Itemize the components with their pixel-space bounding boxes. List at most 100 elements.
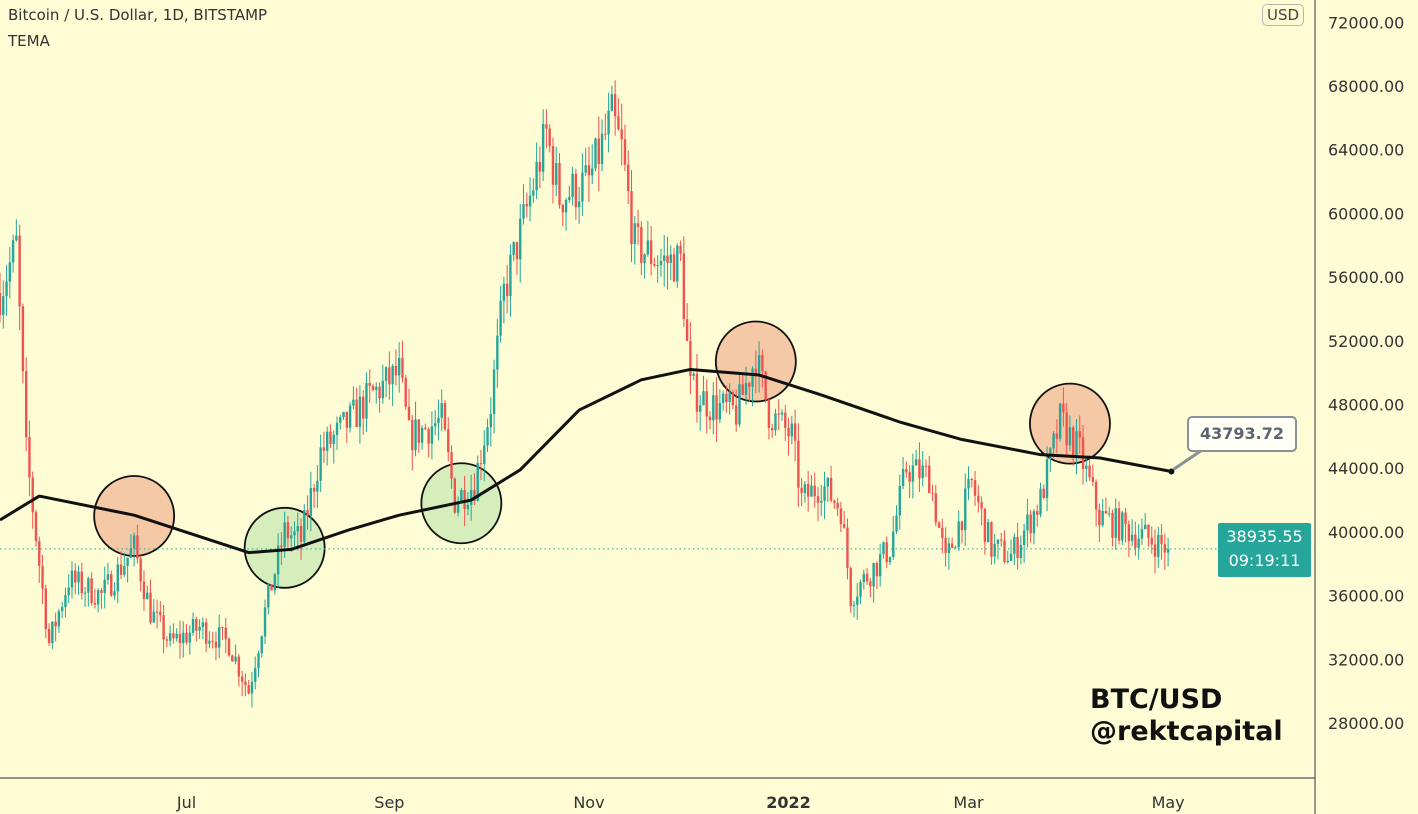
candle	[155, 599, 159, 629]
candle	[34, 509, 38, 547]
candle	[663, 235, 666, 287]
candle	[335, 416, 339, 450]
candle-body	[267, 584, 270, 608]
candle	[1039, 482, 1042, 518]
candle	[8, 246, 12, 299]
candle-body	[319, 447, 322, 481]
candle-body	[60, 607, 64, 612]
candle	[780, 409, 784, 421]
candle-body	[676, 245, 679, 282]
candle	[476, 455, 479, 502]
candle	[977, 484, 980, 513]
candle-body	[594, 138, 597, 169]
y-tick-label: 60000.00	[1328, 204, 1404, 223]
candle-body	[787, 427, 790, 437]
candle	[18, 224, 21, 331]
candle-body	[735, 405, 738, 425]
candle-body	[672, 254, 676, 282]
tema-last-point	[1168, 468, 1175, 475]
candle	[198, 619, 201, 639]
candle-body	[214, 641, 218, 648]
candle	[630, 170, 633, 263]
candle-body	[541, 124, 545, 172]
candle	[532, 178, 535, 203]
candle-body	[309, 488, 313, 516]
candle	[833, 499, 836, 510]
candle	[437, 399, 440, 441]
candle-body	[168, 633, 172, 641]
candle-body	[1101, 511, 1104, 526]
candle-body	[1052, 433, 1055, 449]
candle	[41, 554, 44, 604]
y-tick-label: 72000.00	[1328, 13, 1404, 32]
candle-body	[283, 522, 286, 548]
candle	[54, 612, 57, 642]
candle-body	[54, 621, 57, 627]
candle-body	[682, 253, 686, 320]
candle-body	[502, 283, 506, 301]
candle-body	[918, 459, 921, 479]
candle-body	[430, 426, 434, 444]
candle	[168, 625, 172, 647]
candle	[869, 578, 872, 598]
candle-body	[970, 479, 973, 481]
candle	[757, 341, 761, 393]
candle	[551, 137, 555, 204]
candle	[116, 557, 119, 604]
candle-body	[528, 195, 532, 207]
y-tick-label: 44000.00	[1328, 459, 1404, 478]
candle	[172, 623, 175, 644]
candle	[600, 119, 604, 172]
candle-body	[420, 427, 424, 443]
currency-button[interactable]: USD	[1262, 4, 1305, 26]
candle	[499, 285, 502, 343]
candle	[623, 124, 627, 172]
candle	[1036, 504, 1039, 527]
candle	[656, 255, 659, 283]
candle	[705, 379, 708, 434]
candle-body	[391, 365, 394, 385]
candle	[1130, 519, 1134, 547]
candle-body	[80, 571, 83, 594]
candle	[211, 632, 214, 649]
indicator-label[interactable]: TEMA	[8, 32, 50, 50]
candle-body	[345, 411, 349, 428]
candle-body	[322, 447, 326, 451]
candle	[895, 505, 898, 535]
candle	[1081, 425, 1085, 485]
candle-body	[221, 627, 224, 629]
candle-body	[842, 524, 846, 528]
candle	[914, 449, 918, 466]
y-tick-label: 36000.00	[1328, 587, 1404, 606]
candle-body	[865, 573, 869, 582]
candle	[384, 366, 388, 398]
candle-body	[774, 413, 777, 431]
candle	[571, 166, 574, 206]
candle	[911, 453, 915, 499]
candle-body	[123, 565, 126, 575]
candle	[1029, 510, 1032, 543]
candle-body	[365, 383, 368, 419]
candle	[793, 409, 797, 462]
candle-body	[934, 493, 937, 523]
candle-body	[591, 168, 594, 176]
candle-body	[555, 163, 558, 185]
candle	[1085, 456, 1088, 483]
candle-body	[208, 640, 211, 644]
candle	[312, 484, 316, 508]
y-tick-label: 64000.00	[1328, 141, 1404, 160]
candle	[139, 555, 142, 592]
candle	[577, 186, 581, 224]
candle	[636, 209, 640, 245]
candle	[1101, 498, 1104, 528]
candle	[836, 497, 839, 517]
candle-body	[74, 570, 77, 583]
candle	[564, 197, 568, 231]
candle	[178, 620, 182, 659]
candle-body	[263, 607, 267, 637]
candle-body	[685, 319, 689, 341]
candle-body	[397, 358, 401, 376]
candle	[322, 431, 326, 463]
candle-body	[293, 531, 296, 536]
